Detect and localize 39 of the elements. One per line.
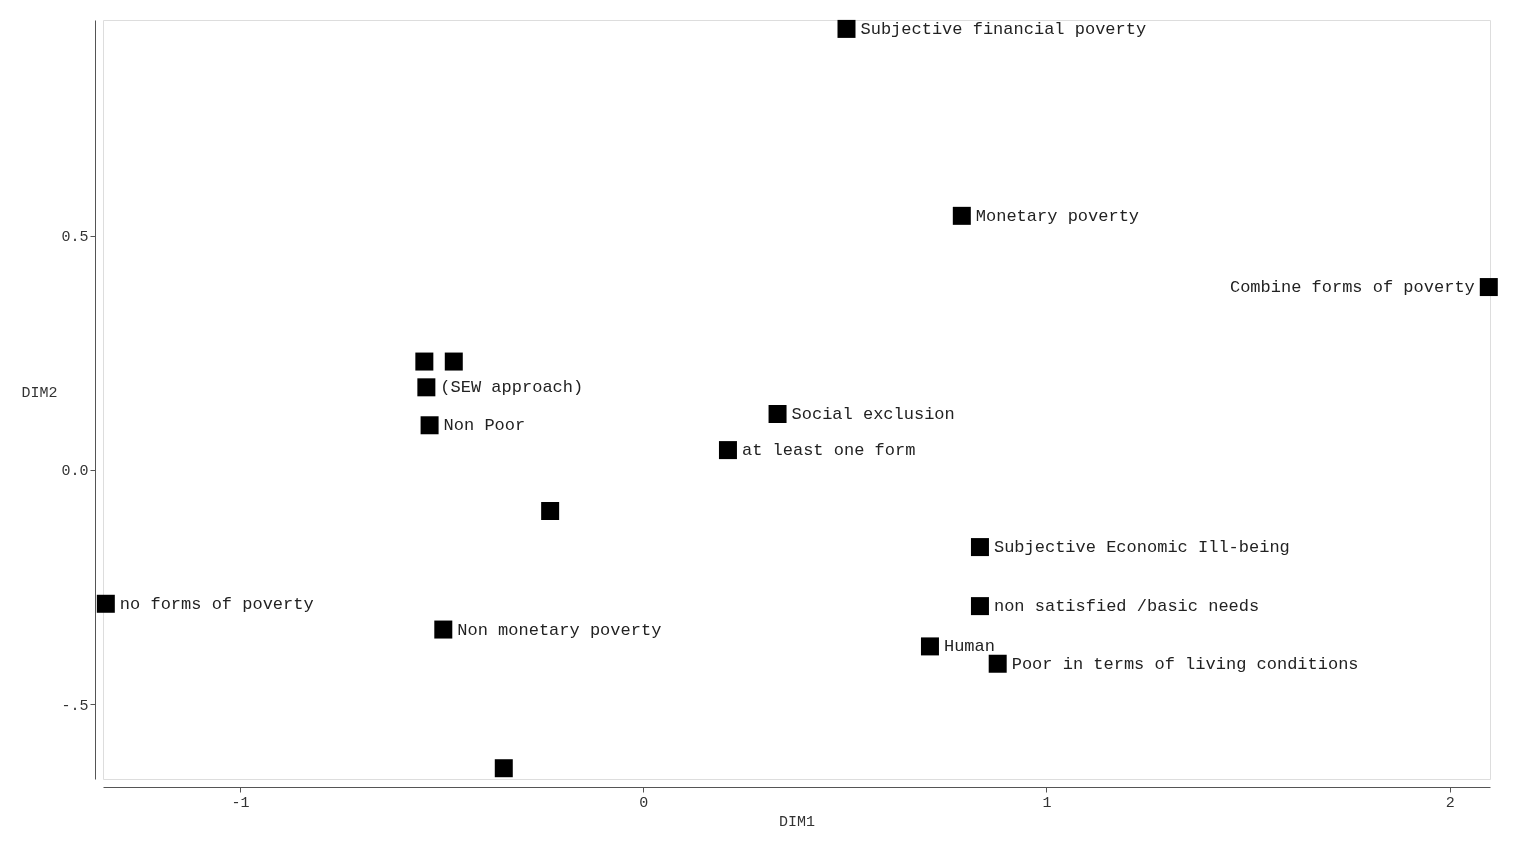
y-tick-label: 0.5 xyxy=(61,229,89,247)
annotation: non satisfied /basic needs xyxy=(993,597,1260,617)
point xyxy=(1479,278,1498,297)
point xyxy=(970,538,989,557)
annotation: Poor in terms of living conditions xyxy=(1011,654,1359,674)
point xyxy=(96,594,115,613)
point xyxy=(434,620,453,639)
point xyxy=(837,19,856,38)
annotation: no forms of poverty xyxy=(119,594,314,614)
point xyxy=(952,206,971,225)
annotation: Non Poor xyxy=(443,416,526,436)
x-tick-label: 1 xyxy=(1042,794,1052,812)
annotation: Combine forms of poverty xyxy=(1229,278,1475,298)
y-tick-label: 0.0 xyxy=(61,463,89,481)
annotation: Human xyxy=(943,637,995,657)
point xyxy=(444,352,463,371)
x-axis-title: DIM1 xyxy=(778,813,816,831)
point xyxy=(718,441,737,460)
annotation: Non monetary poverty xyxy=(457,620,662,640)
x-tick-label: -1 xyxy=(231,794,250,812)
annotation: Subjective Economic Ill-being xyxy=(993,538,1290,558)
annotation: Subjective financial poverty xyxy=(860,19,1147,39)
y-axis-title: DIM2 xyxy=(21,385,58,402)
point xyxy=(417,378,436,397)
x-tick-label: 0 xyxy=(639,794,649,812)
point xyxy=(494,759,513,778)
point xyxy=(920,637,939,656)
annotation: Monetary poverty xyxy=(975,206,1140,226)
point xyxy=(420,416,439,435)
point xyxy=(988,654,1007,673)
point xyxy=(541,502,560,521)
annotation: Social exclusion xyxy=(791,405,955,425)
annotation: at least one form xyxy=(741,441,916,461)
x-tick-label: 2 xyxy=(1445,794,1455,812)
point xyxy=(970,597,989,616)
y-tick-label: -.5 xyxy=(61,697,89,715)
point xyxy=(415,352,434,371)
annotation: (SEW approach) xyxy=(440,378,584,398)
point xyxy=(768,405,787,424)
